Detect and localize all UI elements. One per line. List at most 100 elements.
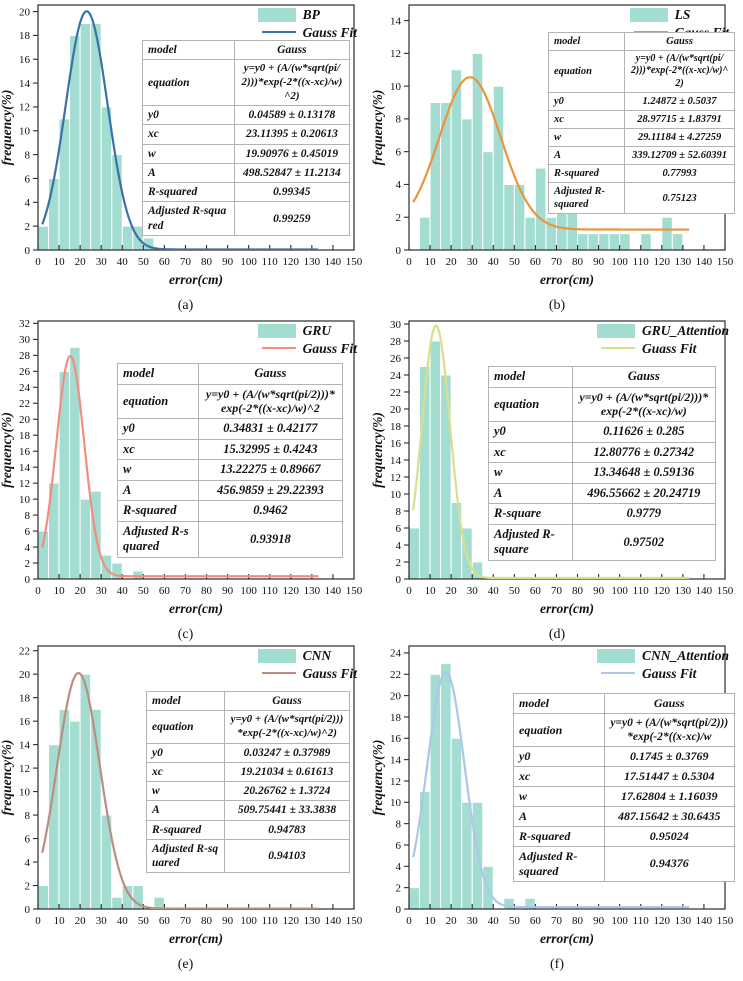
x-tick-label: 50: [138, 256, 150, 268]
legend-swatch-wrap: [596, 323, 635, 338]
y-tick-label: 10: [19, 126, 31, 138]
x-tick-label: 60: [530, 585, 542, 597]
legend-swatch-wrap: [596, 648, 635, 663]
table-row: R-squared 0.95024: [513, 825, 736, 847]
param-value-cell: 23.11395 ± 0.20613: [233, 124, 351, 145]
x-tick-label: 130: [304, 585, 321, 597]
y-tick-label: 16: [19, 54, 31, 66]
table-row: equation y=y0 + (A/(w*sqrt(pi/2)))*exp(-2…: [142, 59, 351, 107]
panel-e: 0 10 20 30 40 50 60 70 80 90 100 110 120 130 140 150 0 2 4…: [0, 641, 371, 979]
histogram-bar: [121, 225, 134, 251]
histogram-bar: [440, 102, 452, 251]
param-value-cell: 19.90976 ± 0.45019: [233, 143, 351, 164]
param-value-cell: 0.1745 ± 0.3769: [603, 746, 736, 768]
y-axis: 0 2 4 6 8 10 12 14 16 18 20: [19, 6, 38, 257]
x-tick-label: 60: [530, 915, 542, 927]
table-row: xc 19.21034 ± 0.61613: [146, 761, 351, 783]
y-tick-label: 28: [390, 336, 402, 348]
x-tick-label: 150: [346, 585, 363, 597]
fit-line-swatch: [261, 672, 296, 675]
histogram-chart-b: 0 10 20 30 40 50 60 70 80 90 100 110 120 130 140 150 0 2 4…: [371, 4, 734, 287]
param-label-cell: Adjusted R-squared: [142, 201, 235, 236]
histogram-bar: [503, 183, 515, 251]
legend-fit-label: Gauss Fit: [641, 665, 697, 681]
gauss-fit-curve: [412, 670, 690, 909]
legend-fit-row: Guass Fit: [597, 341, 729, 357]
x-tick-label: 40: [488, 256, 500, 268]
x-tick-label: 140: [325, 585, 342, 597]
y-tick-label: 14: [19, 462, 31, 474]
table-row: xc 15.32995 ± 0.4243: [117, 438, 344, 461]
legend-d: GRU_Attention Guass Fit: [596, 323, 729, 357]
param-label-cell: Adjusted R-squared: [117, 520, 199, 558]
legend-series-row: LS: [629, 7, 729, 23]
param-value-cell: 1.24872 ± 0.5037: [624, 92, 735, 112]
param-label-cell: R-squared: [117, 500, 199, 522]
y-tick-label: 16: [19, 446, 31, 458]
histogram-chart-c: 0 10 20 30 40 50 60 70 80 90 100 110 120 130 140 150024…: [0, 318, 363, 616]
y-axis: 0 2 4 6 8 10 12 14: [390, 15, 409, 257]
legend-fit-row: Gauss Fit: [258, 666, 357, 682]
y-tick-label: 8: [396, 114, 402, 126]
y-tick-label: 2: [396, 882, 402, 894]
y-tick-label: 20: [19, 414, 31, 426]
param-label-cell: y0: [488, 421, 573, 443]
fit-equation: y=y0 + (A/(w*sqrt(pi/2)))*exp(-2*((x-xc)…: [630, 53, 729, 89]
x-tick-label: 60: [159, 585, 171, 597]
x-tick-label: 150: [717, 915, 734, 927]
histogram-bar: [408, 887, 421, 910]
y-tick-label: 0: [396, 904, 402, 916]
panel-a: 0 10 20 30 40 50 60 70 80 90 100 110 120 130 140 150 0 2 4…: [0, 0, 371, 316]
param-label-cell: model: [547, 31, 626, 52]
x-tick-label: 0: [406, 915, 412, 927]
param-value-cell: 19.21034 ± 0.61613: [223, 761, 351, 783]
table-row: A 339.12709 ± 52.60391: [547, 146, 735, 166]
table-row: y0 1.24872 ± 0.5037: [547, 92, 735, 112]
y-tick-label: 18: [390, 421, 402, 433]
panel-caption-f: (f): [550, 957, 564, 972]
param-value-cell: Gauss: [624, 31, 735, 52]
y-tick-label: 12: [390, 472, 401, 484]
table-row: model Gauss: [117, 363, 344, 385]
legend-c: GRU Gauss Fit: [257, 323, 357, 356]
legend-fit-row: Gauss Fit: [258, 25, 357, 41]
x-tick-label: 80: [201, 585, 213, 597]
y-tick-label: 18: [19, 692, 31, 704]
x-tick-label: 90: [593, 256, 605, 268]
x-axis: 0 10 20 30 40 50 60 70 80 90 100 110 120 130 140 150: [35, 574, 363, 597]
param-value-cell: y=y0 + (A/(w*sqrt(pi/2)))*exp(-2*((x-xc)…: [233, 59, 351, 107]
param-value-cell: 0.75123: [624, 182, 735, 215]
y-tick-label: 20: [390, 690, 402, 702]
histogram-bar: [48, 177, 60, 251]
histogram-swatch: [629, 7, 668, 22]
histogram-bar: [79, 22, 92, 251]
y-tick-label: 10: [390, 489, 402, 501]
table-row: xc 23.11395 ± 0.20613: [142, 124, 351, 145]
param-value-cell: 0.93918: [197, 520, 344, 558]
y-tick-label: 6: [25, 173, 31, 185]
histogram-bar: [37, 885, 50, 910]
x-tick-label: 130: [304, 256, 321, 268]
param-value-cell: 13.34648 ± 0.59136: [571, 462, 717, 484]
x-tick-label: 80: [572, 915, 584, 927]
table-row: equation y=y0 + (A/(w*sqrt(pi/2)))*exp(-2…: [547, 50, 735, 94]
x-axis-label: error(cm): [540, 931, 594, 946]
param-label-cell: R-square: [488, 503, 573, 525]
param-value-cell: 0.11626 ± 0.285: [571, 421, 717, 443]
param-value-cell: y=y0 + (A/(w*sqrt(pi/2)))*exp(-2*((x-xc)…: [571, 386, 717, 423]
param-label-cell: y0: [513, 746, 605, 768]
y-tick-label: 8: [25, 810, 31, 822]
x-axis: 0 10 20 30 40 50 60 70 80 90 100 110 120 130 140 150: [35, 904, 363, 927]
param-value-cell: 0.9462: [197, 500, 344, 522]
panel-d: 0 10 20 30 40 50 60 70 80 90 100 110 120 130 140 150 0 2 4…: [371, 316, 743, 642]
table-row: model Gauss: [513, 693, 736, 714]
param-label-cell: A: [146, 800, 225, 821]
histogram-bar: [577, 233, 589, 251]
table-row: A 498.52847 ± 11.2134: [142, 162, 351, 184]
table-row: model Gauss: [547, 31, 735, 52]
x-tick-label: 130: [675, 915, 692, 927]
histogram-bars: [37, 22, 155, 251]
histogram-swatch: [257, 323, 296, 338]
